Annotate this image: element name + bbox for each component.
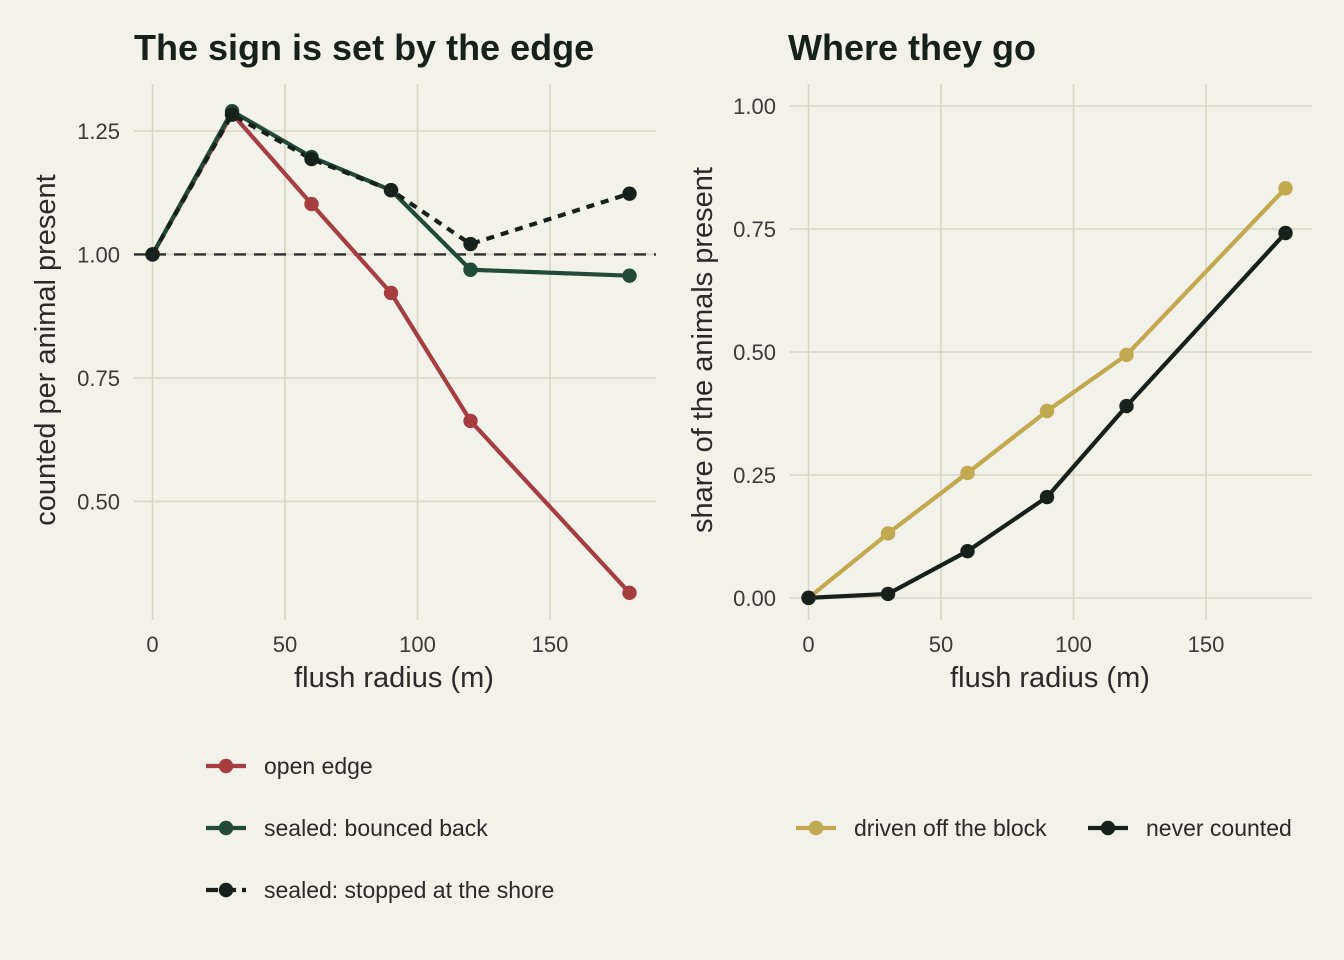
right-x-tick-label: 150	[1188, 632, 1225, 657]
legend-label: sealed: stopped at the shore	[264, 877, 554, 903]
point-driven-off-the-block	[1278, 181, 1293, 196]
left-x-tick-label: 100	[399, 632, 436, 657]
legend-key-point	[808, 820, 824, 836]
right-y-tick-label: 1.00	[733, 94, 776, 119]
right-x-tick-label: 50	[929, 632, 953, 657]
legend-item-sealed-stopped-at-the-shore: sealed: stopped at the shore	[206, 877, 554, 903]
legend-key-point	[218, 820, 234, 836]
right-y-axis-label: share of the animals present	[687, 167, 719, 533]
legend-item-driven-off-the-block: driven off the block	[796, 815, 1047, 841]
point-sealed-stopped-at-the-shore	[304, 151, 319, 167]
left-legend: open edge sealed: bounced back sealed: sto…	[206, 753, 554, 903]
point-never-counted	[880, 586, 896, 602]
left-series	[145, 103, 637, 601]
legend-label: never counted	[1146, 815, 1292, 841]
left-x-tick-label: 0	[146, 632, 158, 657]
legend-item-never-counted: never counted	[1088, 815, 1292, 841]
right-chart-title: Where they go	[788, 27, 1036, 68]
right-series	[801, 181, 1293, 606]
legend-label: driven off the block	[854, 815, 1047, 841]
left-y-tick-label: 0.75	[77, 366, 120, 391]
right-legend: driven off the block never counted	[796, 815, 1292, 841]
left-x-tick-label: 150	[532, 632, 569, 657]
point-open-edge	[304, 196, 319, 212]
left-chart-title: The sign is set by the edge	[134, 27, 594, 68]
right-x-tick-label: 100	[1055, 632, 1092, 657]
point-sealed-bounced-back	[622, 268, 637, 283]
legend-label: open edge	[264, 753, 373, 779]
point-open-edge	[463, 413, 478, 429]
legend-key-point	[1100, 820, 1116, 836]
right-y-tick-label: 0.50	[733, 340, 776, 365]
legend-label: sealed: bounced back	[264, 815, 488, 841]
point-sealed-bounced-back	[463, 262, 478, 277]
legend-item-open-edge: open edge	[206, 753, 373, 779]
right-y-tick-label: 0.25	[733, 463, 776, 488]
right-x-tick-label: 0	[802, 632, 814, 657]
right-y-tick-label: 0.75	[733, 217, 776, 242]
point-sealed-stopped-at-the-shore	[383, 183, 399, 198]
point-open-edge	[383, 285, 399, 301]
series-line-driven-off-the-block	[807, 186, 1288, 600]
point-driven-off-the-block	[1119, 347, 1134, 363]
series-line-never-counted	[808, 231, 1288, 600]
point-sealed-stopped-at-the-shore	[145, 247, 160, 262]
right-panel: Where they go 0 50 100 150 0.00 0.25 0.50 0.75 1…	[687, 27, 1312, 841]
point-driven-off-the-block	[1039, 403, 1055, 419]
point-never-counted	[801, 590, 816, 606]
left-panel: The sign is set by the edge 0 50 100 150 0.5…	[30, 27, 656, 903]
point-driven-off-the-block	[960, 465, 975, 481]
left-x-axis-label: flush radius (m)	[294, 662, 494, 694]
left-x-tick-label: 50	[273, 632, 297, 657]
left-y-tick-label: 0.50	[77, 489, 120, 514]
point-sealed-stopped-at-the-shore	[622, 186, 637, 201]
point-driven-off-the-block	[880, 526, 896, 541]
point-never-counted	[1278, 225, 1293, 241]
legend-item-sealed-bounced-back: sealed: bounced back	[206, 815, 488, 841]
point-never-counted	[1119, 398, 1134, 414]
legend-key-point	[218, 882, 234, 898]
left-y-tick-label: 1.00	[77, 242, 120, 267]
point-never-counted	[1039, 489, 1055, 505]
right-x-axis-label: flush radius (m)	[950, 662, 1150, 694]
legend-key-point	[218, 758, 234, 774]
left-tick-labels: 0 50 100 150 0.50 0.75 1.00 1.25	[77, 119, 568, 657]
point-sealed-stopped-at-the-shore	[224, 107, 240, 122]
left-y-axis-label: counted per animal present	[30, 174, 62, 525]
point-open-edge	[622, 585, 637, 601]
point-sealed-stopped-at-the-shore	[463, 236, 478, 252]
right-grid	[790, 84, 1312, 620]
right-tick-labels: 0 50 100 150 0.00 0.25 0.50 0.75 1.00	[733, 94, 1224, 657]
left-y-tick-label: 1.25	[77, 119, 120, 144]
point-never-counted	[960, 543, 975, 559]
right-y-tick-label: 0.00	[733, 586, 776, 611]
